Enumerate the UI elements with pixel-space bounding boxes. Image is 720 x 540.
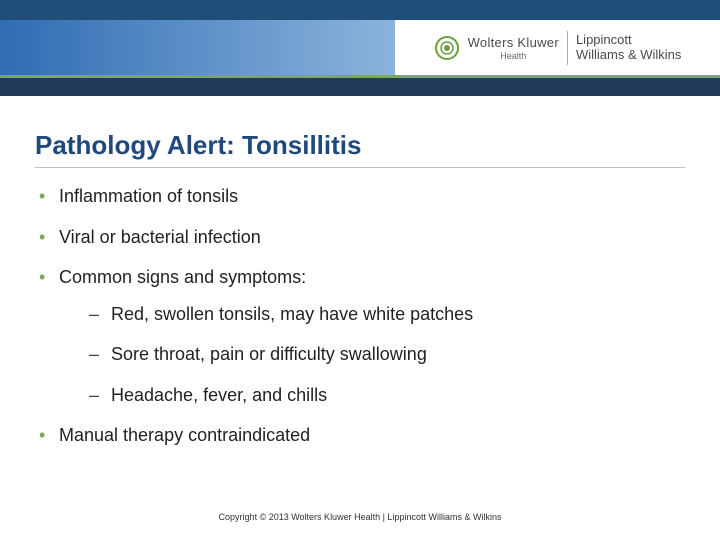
bullet-item: Common signs and symptoms: Red, swollen … — [35, 266, 685, 406]
bullet-text: Manual therapy contraindicated — [59, 425, 310, 445]
copyright-footer: Copyright © 2013 Wolters Kluwer Health |… — [0, 512, 720, 522]
brand-divider — [567, 31, 568, 65]
slide: Wolters Kluwer Health Lippincott William… — [0, 0, 720, 540]
brand-box: Wolters Kluwer Health Lippincott William… — [395, 20, 720, 75]
slide-title: Pathology Alert: Tonsillitis — [35, 130, 685, 168]
brand-left-line2: Health — [468, 51, 559, 61]
sub-bullet-text: Headache, fever, and chills — [111, 385, 327, 405]
bullet-text: Viral or bacterial infection — [59, 227, 261, 247]
header-band-top — [0, 0, 720, 20]
brand-left-text: Wolters Kluwer Health — [468, 35, 559, 61]
bullet-item: Inflammation of tonsils — [35, 185, 685, 208]
brand-right-line1: Lippincott — [576, 33, 681, 48]
bullet-text: Common signs and symptoms: — [59, 267, 306, 287]
sub-bullet-item: Headache, fever, and chills — [59, 384, 685, 407]
sub-bullet-text: Red, swollen tonsils, may have white pat… — [111, 304, 473, 324]
brand-right-text: Lippincott Williams & Wilkins — [576, 33, 681, 63]
header-band-bottom — [0, 78, 720, 96]
bullet-item: Manual therapy contraindicated — [35, 424, 685, 447]
brand-inner: Wolters Kluwer Health Lippincott William… — [434, 31, 682, 65]
bullet-list: Inflammation of tonsils Viral or bacteri… — [35, 185, 685, 447]
header-band: Wolters Kluwer Health Lippincott William… — [0, 0, 720, 90]
slide-content: Inflammation of tonsils Viral or bacteri… — [35, 185, 685, 465]
bullet-text: Inflammation of tonsils — [59, 186, 238, 206]
bullet-item: Viral or bacterial infection — [35, 226, 685, 249]
sub-bullet-list: Red, swollen tonsils, may have white pat… — [59, 303, 685, 407]
sub-bullet-text: Sore throat, pain or difficulty swallowi… — [111, 344, 427, 364]
sub-bullet-item: Red, swollen tonsils, may have white pat… — [59, 303, 685, 326]
wolters-kluwer-logo-icon — [434, 35, 460, 61]
brand-left-line1: Wolters Kluwer — [468, 35, 559, 50]
sub-bullet-item: Sore throat, pain or difficulty swallowi… — [59, 343, 685, 366]
brand-right-line2: Williams & Wilkins — [576, 48, 681, 63]
